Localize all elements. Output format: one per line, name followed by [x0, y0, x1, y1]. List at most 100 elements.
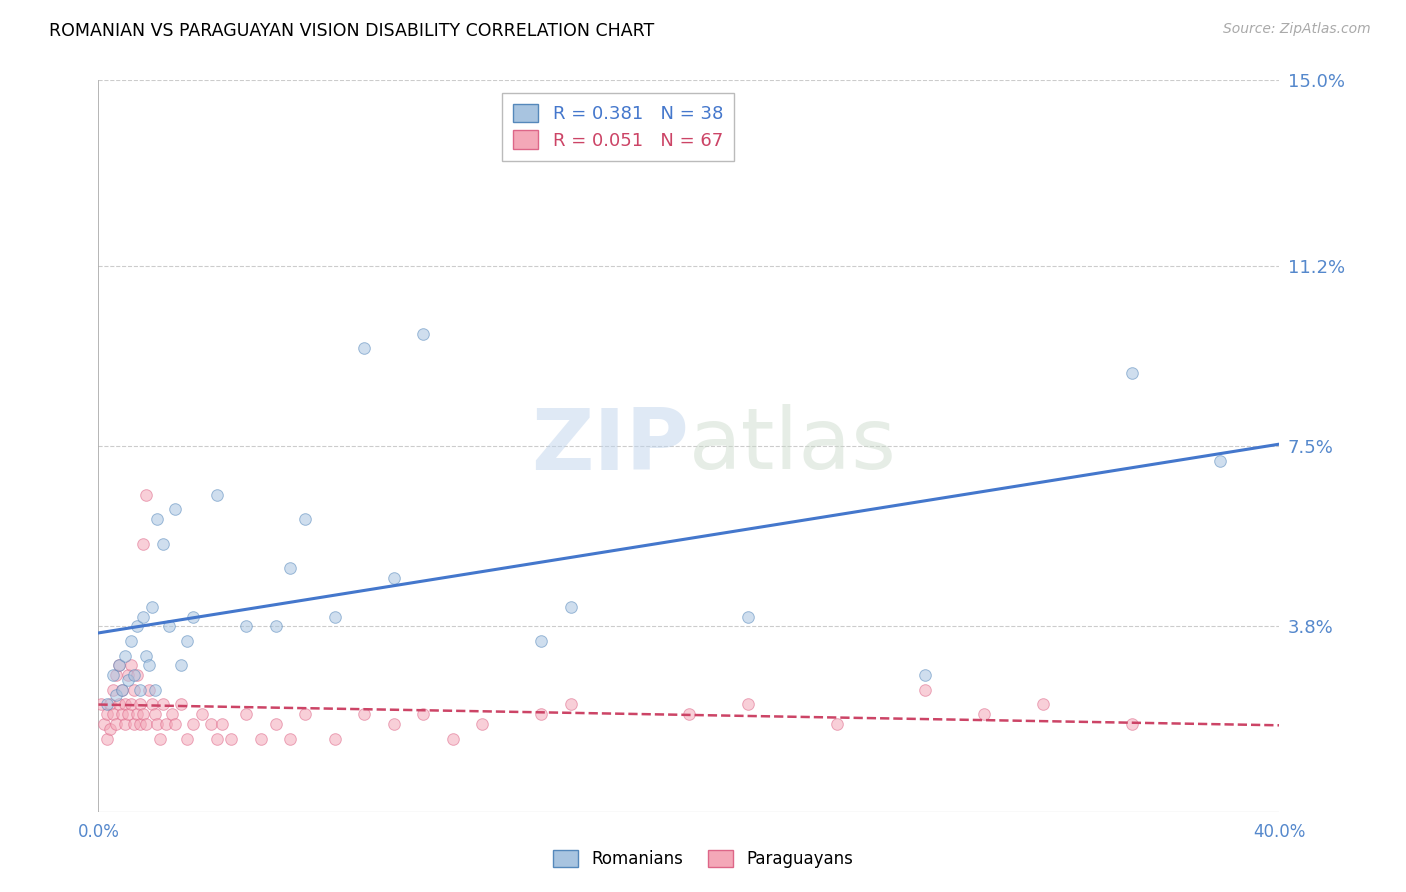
Point	[170, 658, 193, 673]
Legend: R = 0.381   N = 38, R = 0.051   N = 67: R = 0.381 N = 38, R = 0.051 N = 67	[502, 93, 734, 161]
Point	[108, 698, 131, 712]
Point	[1209, 453, 1232, 467]
Point	[560, 599, 582, 614]
Point	[108, 658, 131, 673]
Point	[412, 707, 434, 722]
Point	[105, 717, 128, 731]
Point	[114, 698, 136, 712]
Point	[1121, 717, 1143, 731]
Point	[117, 673, 139, 687]
Point	[737, 609, 759, 624]
Point	[141, 599, 163, 614]
Point	[382, 717, 405, 731]
Point	[117, 707, 139, 722]
Point	[146, 512, 169, 526]
Point	[105, 688, 128, 702]
Point	[132, 609, 155, 624]
Point	[135, 717, 157, 731]
Point	[914, 682, 936, 697]
Point	[382, 571, 405, 585]
Point	[125, 668, 148, 682]
Point	[235, 619, 257, 633]
Point	[205, 488, 228, 502]
Point	[250, 731, 273, 746]
Point	[294, 512, 316, 526]
Point	[128, 698, 150, 712]
Point	[146, 717, 169, 731]
Point	[353, 707, 375, 722]
Point	[264, 619, 287, 633]
Point	[96, 698, 118, 712]
Point	[114, 717, 136, 731]
Point	[98, 698, 121, 712]
Point	[149, 731, 172, 746]
Point	[825, 717, 848, 731]
Point	[157, 619, 180, 633]
Text: atlas: atlas	[689, 404, 897, 488]
Text: ZIP: ZIP	[531, 404, 689, 488]
Point	[105, 668, 128, 682]
Legend: Romanians, Paraguayans: Romanians, Paraguayans	[546, 843, 860, 875]
Point	[103, 682, 125, 697]
Point	[103, 707, 125, 722]
Point	[530, 707, 553, 722]
Point	[125, 707, 148, 722]
Point	[128, 682, 150, 697]
Point	[132, 536, 155, 550]
Point	[120, 658, 142, 673]
Point	[90, 698, 112, 712]
Point	[122, 682, 145, 697]
Point	[973, 707, 995, 722]
Point	[181, 609, 204, 624]
Point	[737, 698, 759, 712]
Point	[111, 682, 134, 697]
Point	[353, 342, 375, 356]
Point	[111, 682, 134, 697]
Point	[103, 668, 125, 682]
Point	[205, 731, 228, 746]
Point	[143, 707, 166, 722]
Point	[181, 717, 204, 731]
Point	[294, 707, 316, 722]
Point	[98, 722, 121, 736]
Point	[122, 668, 145, 682]
Point	[280, 561, 302, 575]
Point	[176, 634, 198, 648]
Point	[441, 731, 464, 746]
Point	[120, 634, 142, 648]
Point	[143, 682, 166, 697]
Point	[132, 707, 155, 722]
Point	[200, 717, 222, 731]
Text: ROMANIAN VS PARAGUAYAN VISION DISABILITY CORRELATION CHART: ROMANIAN VS PARAGUAYAN VISION DISABILITY…	[49, 22, 654, 40]
Point	[235, 707, 257, 722]
Point	[530, 634, 553, 648]
Point	[111, 707, 134, 722]
Point	[264, 717, 287, 731]
Point	[165, 717, 187, 731]
Point	[135, 648, 157, 663]
Point	[323, 731, 346, 746]
Point	[471, 717, 494, 731]
Point	[165, 502, 187, 516]
Point	[176, 731, 198, 746]
Point	[560, 698, 582, 712]
Point	[122, 717, 145, 731]
Point	[141, 698, 163, 712]
Point	[93, 717, 115, 731]
Point	[125, 619, 148, 633]
Point	[1121, 366, 1143, 380]
Text: Source: ZipAtlas.com: Source: ZipAtlas.com	[1223, 22, 1371, 37]
Point	[138, 658, 160, 673]
Point	[170, 698, 193, 712]
Point	[138, 682, 160, 697]
Point	[211, 717, 233, 731]
Point	[152, 536, 174, 550]
Point	[114, 648, 136, 663]
Point	[135, 488, 157, 502]
Point	[96, 731, 118, 746]
Point	[221, 731, 243, 746]
Point	[412, 326, 434, 341]
Point	[128, 717, 150, 731]
Point	[120, 698, 142, 712]
Point	[914, 668, 936, 682]
